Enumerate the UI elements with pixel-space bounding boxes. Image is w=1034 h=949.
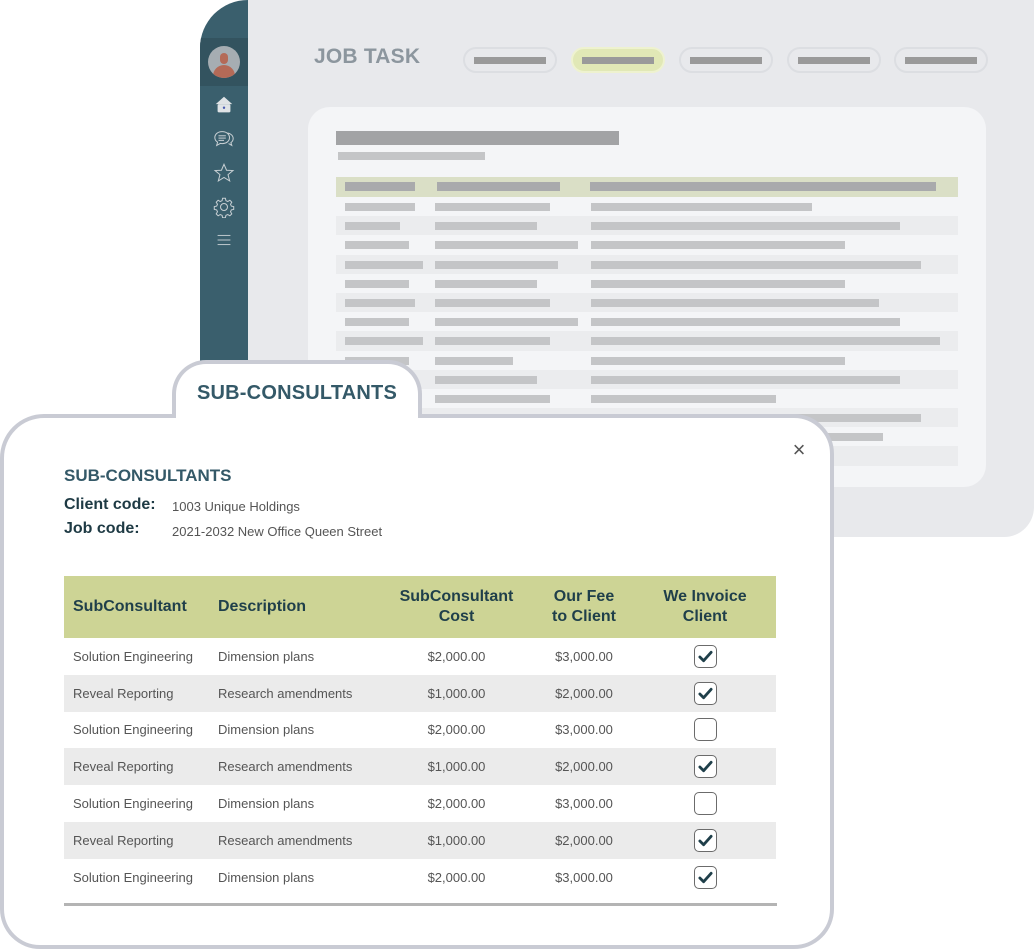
cell-fee: $2,000.00	[534, 821, 634, 859]
header-line: Client	[682, 608, 728, 625]
cell-description: Research amendments	[209, 674, 379, 712]
checkmark-icon	[697, 834, 713, 846]
header-line: Cost	[438, 608, 475, 625]
cell-invoice	[634, 859, 776, 896]
invoice-checkbox[interactable]	[693, 828, 717, 852]
tab-connector	[176, 410, 418, 422]
cell-subconsultant: Solution Engineering	[73, 722, 193, 738]
job-code-value: 2021-2032 New Office Queen Street	[172, 524, 383, 539]
nav-tab-4[interactable]	[787, 47, 881, 73]
nav-tab-1[interactable]	[463, 47, 557, 73]
cell-fee: $3,000.00	[555, 722, 613, 738]
header-line: Our Fee	[553, 588, 615, 605]
checkmark-icon	[697, 687, 713, 699]
cell-description: Dimension plans	[218, 796, 315, 812]
header-line: to Client	[552, 608, 616, 625]
invoice-checkbox[interactable]	[693, 865, 717, 889]
cell-subconsultant: Solution Engineering	[73, 648, 193, 664]
table-header-row: SubConsultant Description SubConsultant …	[64, 576, 776, 638]
cell-cost: $1,000.00	[379, 748, 534, 786]
cell-description: Research amendments	[209, 821, 379, 859]
nav-tab-5[interactable]	[894, 47, 988, 73]
page-title: JOB TASK	[314, 45, 421, 68]
cell-cost: $1,000.00	[379, 821, 534, 859]
cell-invoice	[634, 712, 776, 749]
invoice-checkbox[interactable]	[693, 718, 717, 742]
gear-icon[interactable]	[212, 195, 236, 219]
table-bottom-rule	[64, 903, 777, 906]
cell-description: Dimension plans	[218, 648, 315, 664]
table-row[interactable]: Solution Engineering Dimension plans $2,…	[64, 712, 776, 749]
table-row[interactable]: Reveal Reporting Research amendments $1,…	[64, 674, 776, 712]
invoice-checkbox[interactable]	[693, 681, 717, 705]
cell-fee: $3,000.00	[555, 648, 613, 664]
cell-cost: $1,000.00	[379, 674, 534, 712]
invoice-checkbox[interactable]	[693, 755, 717, 779]
cell-cost: $2,000.00	[427, 722, 486, 738]
modal-tab-label: SUB-CONSULTANTS	[196, 382, 398, 404]
invoice-checkbox[interactable]	[693, 644, 717, 668]
column-header-invoice[interactable]: We Invoice Client	[634, 576, 776, 638]
cell-invoice	[634, 785, 776, 822]
cell-subconsultant: Solution Engineering	[73, 869, 193, 885]
cell-subconsultant: Reveal Reporting	[64, 821, 209, 859]
column-header-cost[interactable]: SubConsultant Cost	[379, 576, 534, 638]
client-code-label: Client code:	[64, 496, 156, 513]
header-line: We Invoice	[663, 588, 747, 605]
table-row[interactable]: Reveal Reporting Research amendments $1,…	[64, 821, 776, 859]
cell-fee: $2,000.00	[534, 748, 634, 786]
client-code-value: 1003 Unique Holdings	[172, 499, 300, 514]
column-header-description[interactable]: Description	[209, 576, 379, 638]
cell-fee: $3,000.00	[555, 796, 613, 812]
cell-cost: $2,000.00	[427, 869, 486, 885]
cell-fee: $3,000.00	[555, 869, 613, 885]
cell-description: Research amendments	[209, 748, 379, 786]
job-code-label: Job code:	[64, 520, 140, 537]
header-line: SubConsultant	[399, 588, 514, 605]
cell-invoice	[634, 748, 776, 786]
cell-invoice	[634, 674, 776, 712]
table-row[interactable]: Solution Engineering Dimension plans $2,…	[64, 785, 776, 822]
home-icon[interactable]	[212, 93, 236, 117]
cell-fee: $2,000.00	[534, 674, 634, 712]
star-icon[interactable]	[212, 161, 236, 185]
checkmark-icon	[697, 650, 713, 663]
cell-cost: $2,000.00	[427, 648, 486, 664]
checkmark-icon	[697, 761, 713, 773]
placeholder-title	[336, 131, 619, 145]
table-row[interactable]: Solution Engineering Dimension plans $2,…	[64, 859, 776, 896]
cell-invoice	[634, 638, 776, 675]
dialog-heading: SUB-CONSULTANTS	[64, 466, 232, 485]
column-header-subconsultant[interactable]: SubConsultant	[64, 576, 209, 638]
column-header-fee[interactable]: Our Fee to Client	[534, 576, 634, 638]
nav-tab-3[interactable]	[679, 47, 773, 73]
close-button[interactable]: ×	[792, 437, 806, 462]
chat-icon[interactable]	[212, 127, 236, 151]
nav-tab-2-active[interactable]	[571, 47, 665, 73]
table-body: Solution Engineering Dimension plans $2,…	[64, 638, 776, 896]
sub-consultants-table: SubConsultant Description SubConsultant …	[64, 576, 776, 896]
avatar	[208, 46, 240, 78]
cell-subconsultant: Reveal Reporting	[64, 674, 209, 712]
cell-description: Dimension plans	[218, 869, 315, 885]
table-row[interactable]: Reveal Reporting Research amendments $1,…	[64, 748, 776, 786]
menu-icon[interactable]	[212, 228, 236, 252]
placeholder-subtitle	[338, 152, 485, 160]
invoice-checkbox[interactable]	[693, 792, 717, 816]
cell-description: Dimension plans	[218, 722, 315, 738]
cell-subconsultant: Solution Engineering	[73, 796, 193, 812]
cell-subconsultant: Reveal Reporting	[64, 748, 209, 786]
avatar-button[interactable]	[200, 38, 248, 86]
table-row[interactable]: Solution Engineering Dimension plans $2,…	[64, 638, 776, 675]
checkmark-icon	[697, 871, 713, 883]
cell-invoice	[634, 821, 776, 859]
cell-cost: $2,000.00	[427, 796, 486, 812]
